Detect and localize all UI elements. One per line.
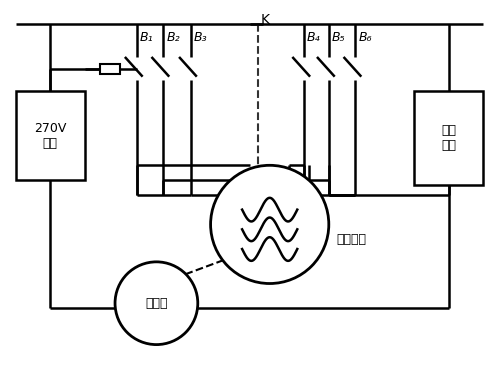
Text: B₁: B₁ bbox=[140, 31, 153, 44]
Text: 起动
电源: 起动 电源 bbox=[442, 124, 457, 152]
Text: B₄: B₄ bbox=[307, 31, 321, 44]
Text: B₂: B₂ bbox=[166, 31, 180, 44]
Text: K: K bbox=[261, 13, 270, 27]
Text: B₆: B₆ bbox=[358, 31, 372, 44]
Bar bbox=[100, 64, 120, 74]
Text: 异步电机: 异步电机 bbox=[337, 233, 367, 246]
Ellipse shape bbox=[115, 262, 198, 344]
Text: B₅: B₅ bbox=[332, 31, 345, 44]
Ellipse shape bbox=[211, 165, 329, 283]
Text: B₃: B₃ bbox=[194, 31, 208, 44]
Text: 发动机: 发动机 bbox=[145, 297, 168, 310]
Bar bbox=[15, 92, 84, 180]
Text: 270V
负载: 270V 负载 bbox=[34, 122, 66, 150]
Bar bbox=[415, 92, 484, 185]
